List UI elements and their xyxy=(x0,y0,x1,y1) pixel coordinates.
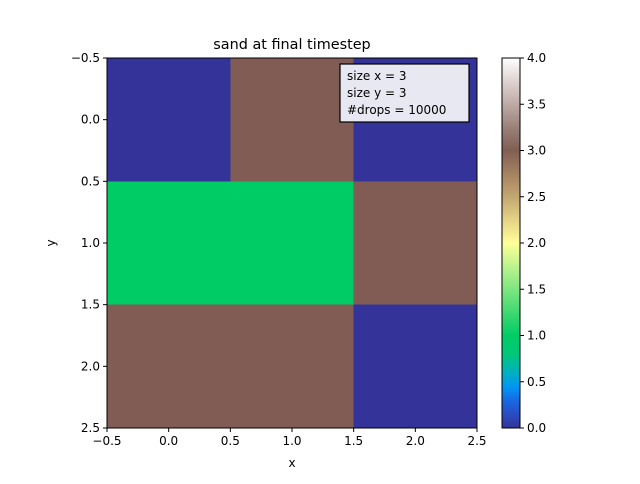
x-tick-label: 1.0 xyxy=(282,434,301,448)
annotation-line-size-y: size y = 3 xyxy=(347,86,407,100)
x-tick-label: 2.5 xyxy=(467,434,486,448)
y-axis-ticks: −0.5 0.0 0.5 1.0 1.5 2.0 2.5 xyxy=(71,51,107,435)
colorbar-tick-label: 0.5 xyxy=(527,375,546,389)
x-tick-label: 1.5 xyxy=(344,434,363,448)
colorbar-gradient xyxy=(502,58,520,428)
y-tick-label: −0.5 xyxy=(71,51,100,65)
y-tick-label: 1.5 xyxy=(81,298,100,312)
colorbar-tick-label: 0.0 xyxy=(527,421,546,435)
colorbar-tick-label: 4.0 xyxy=(527,51,546,65)
annotation-box: size x = 3 size y = 3 #drops = 10000 xyxy=(339,63,470,123)
heatmap-cell xyxy=(107,58,231,182)
x-axis-label: x xyxy=(288,456,295,470)
x-tick-label: 2.0 xyxy=(406,434,425,448)
heatmap-cell xyxy=(230,58,354,182)
heatmap-cell xyxy=(353,181,477,305)
x-tick-label: 0.0 xyxy=(159,434,178,448)
colorbar-tick-label: 2.5 xyxy=(527,190,546,204)
annotation-line-size-x: size x = 3 xyxy=(347,69,407,83)
y-tick-label: 2.0 xyxy=(81,359,100,373)
annotation-background xyxy=(339,63,470,123)
y-tick-label: 0.0 xyxy=(81,113,100,127)
y-axis-label: y xyxy=(44,239,58,246)
y-tick-label: 1.0 xyxy=(81,236,100,250)
heatmap-cell xyxy=(230,304,354,428)
x-tick-label: 0.5 xyxy=(221,434,240,448)
x-axis-ticks: −0.5 0.0 0.5 1.0 1.5 2.0 2.5 xyxy=(92,428,487,448)
colorbar-tick-label: 3.0 xyxy=(527,144,546,158)
y-tick-label: 2.5 xyxy=(81,421,100,435)
colorbar-tick-label: 1.5 xyxy=(527,282,546,296)
annotation-line-drops: #drops = 10000 xyxy=(347,103,446,117)
chart-title: sand at final timestep xyxy=(213,37,370,53)
colorbar-tick-label: 3.5 xyxy=(527,97,546,111)
x-tick-label: −0.5 xyxy=(92,434,121,448)
heatmap-cells xyxy=(107,58,477,428)
heatmap-cell xyxy=(107,304,231,428)
heatmap-cell xyxy=(107,181,231,305)
heatmap-cell xyxy=(353,304,477,428)
colorbar-tick-label: 1.0 xyxy=(527,329,546,343)
y-tick-label: 0.5 xyxy=(81,174,100,188)
colorbar-tick-label: 2.0 xyxy=(527,236,546,250)
heatmap-cell xyxy=(230,181,354,305)
colorbar-ticks: 0.0 0.5 1.0 1.5 2.0 2.5 3.0 3.5 4.0 xyxy=(520,51,546,435)
